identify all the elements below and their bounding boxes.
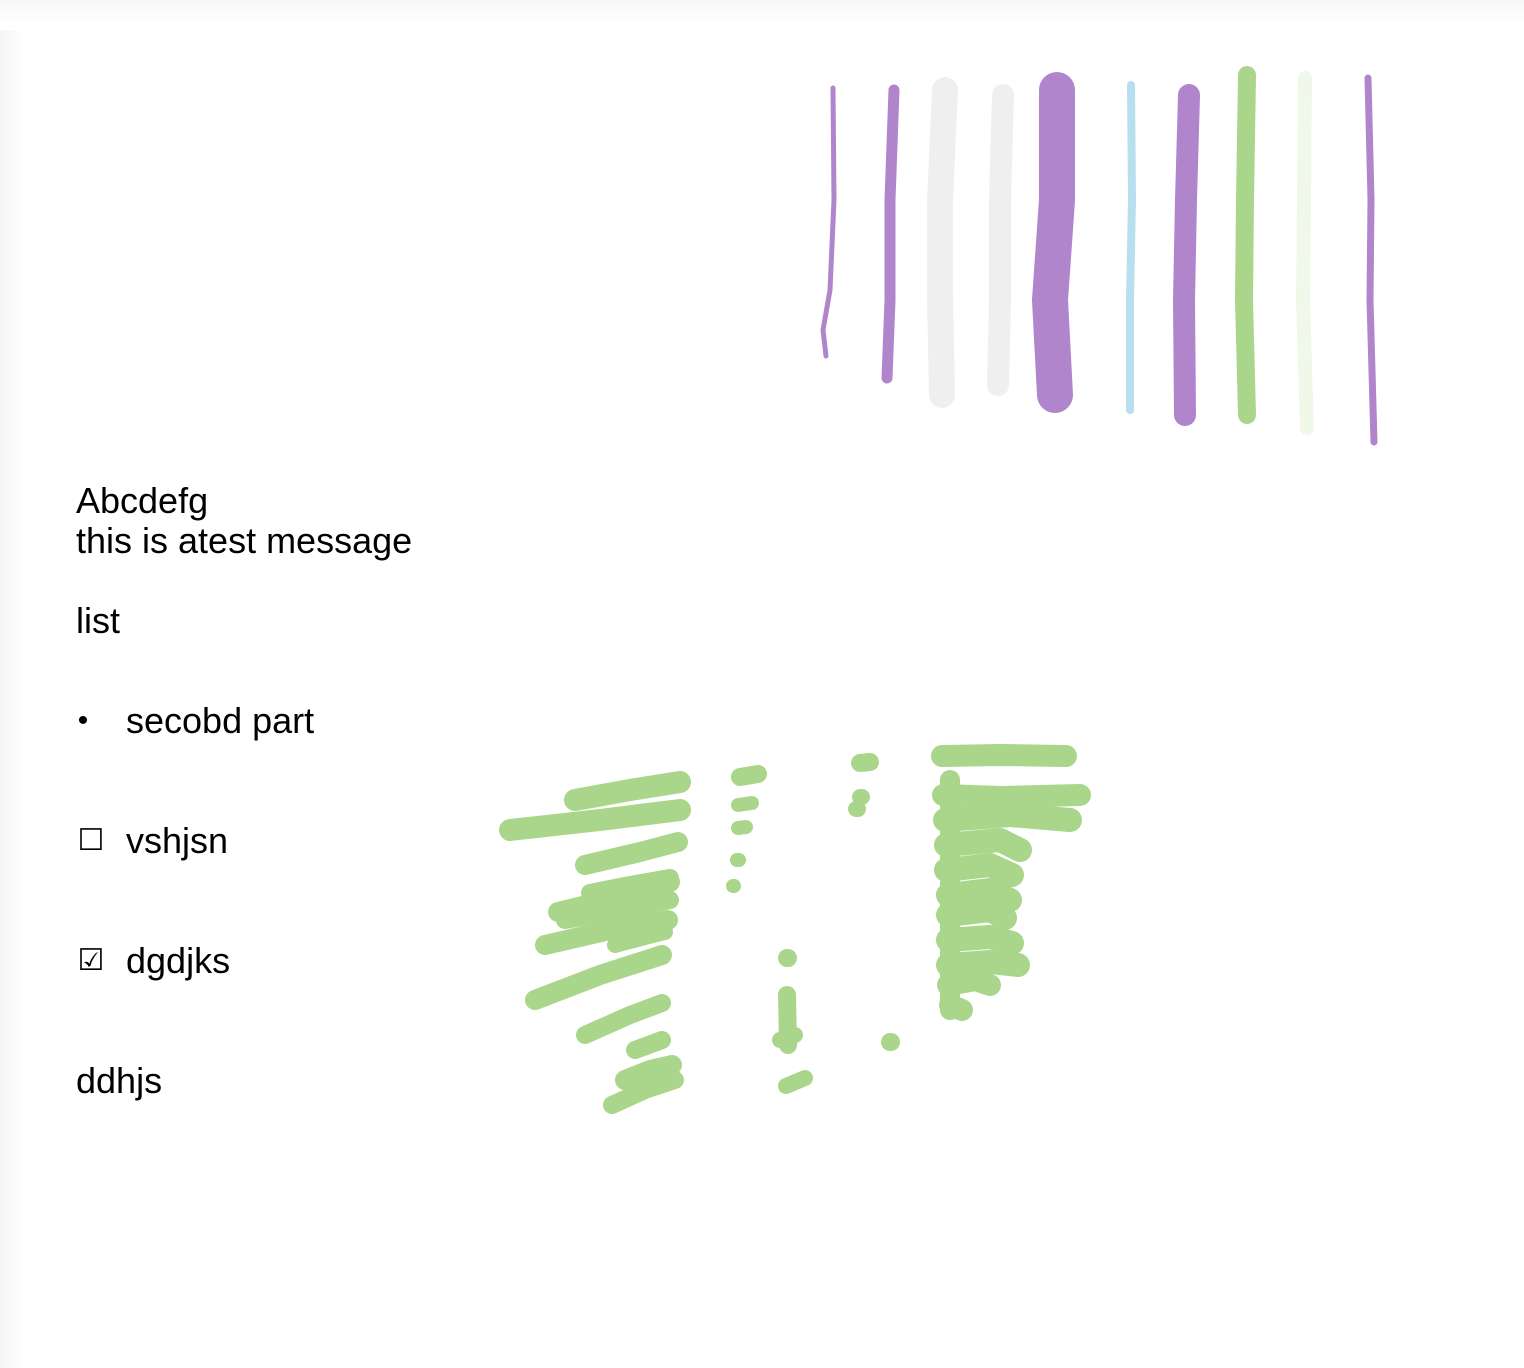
ink-stroke <box>931 744 1077 767</box>
ink-stroke <box>499 799 691 841</box>
ink-stroke <box>731 820 753 835</box>
ink-stroke <box>607 924 673 953</box>
checklist-item-text[interactable]: vshjsn <box>126 820 229 861</box>
ink-stroke <box>934 853 1024 887</box>
ink-stroke <box>1126 81 1136 414</box>
ink-stroke <box>1296 71 1314 435</box>
ink-stroke <box>772 1027 803 1048</box>
checklist-item-text[interactable]: dgdjks <box>126 940 231 981</box>
ink-stroke <box>564 771 691 811</box>
ink-stroke <box>535 910 678 955</box>
ink-stroke <box>936 950 1030 977</box>
top-edge-shadow <box>0 0 1524 30</box>
footer-text: ddhjs <box>76 1060 163 1101</box>
ink-stroke <box>1364 74 1378 446</box>
ink-stroke <box>548 872 680 922</box>
checkbox-unchecked-icon[interactable]: ☐ <box>77 824 105 857</box>
ink-stroke <box>556 891 679 929</box>
ink-stroke <box>731 796 759 812</box>
ink-stroke <box>933 803 1082 832</box>
vertical-ink-strokes <box>820 66 1378 446</box>
ink-stroke <box>987 84 1014 396</box>
ink-stroke <box>626 1031 671 1059</box>
ink-stroke <box>936 925 1024 955</box>
ink-stroke <box>851 753 879 772</box>
checkbox-checked-icon[interactable]: ☑ <box>77 944 105 977</box>
ink-stroke <box>1235 66 1256 424</box>
ink-stroke <box>927 77 958 408</box>
ink-stroke <box>932 784 1091 808</box>
ink-stroke <box>934 828 1032 862</box>
ink-stroke <box>936 878 1022 912</box>
bullet-item-text[interactable]: secobd part <box>126 700 315 741</box>
ink-stroke <box>820 85 837 359</box>
bullet-marker: • <box>77 704 89 737</box>
ink-stroke <box>615 1055 682 1090</box>
ink-stroke <box>881 84 900 384</box>
list-heading: list <box>76 600 120 641</box>
ink-stroke <box>603 1071 684 1114</box>
left-edge-shadow <box>0 0 26 1368</box>
ink-stroke <box>576 994 671 1044</box>
ink-stroke <box>1173 84 1200 426</box>
ink-stroke <box>1032 72 1075 413</box>
green-scribble-strokes <box>499 744 1091 1114</box>
ink-stroke <box>525 945 672 1010</box>
ink-stroke <box>936 898 1017 930</box>
note-text-line: this is atest message <box>76 520 413 561</box>
ink-stroke <box>731 765 767 786</box>
ink-stroke <box>778 1070 813 1094</box>
ink-stroke <box>575 832 688 875</box>
note-title: Abcdefg <box>76 480 209 521</box>
